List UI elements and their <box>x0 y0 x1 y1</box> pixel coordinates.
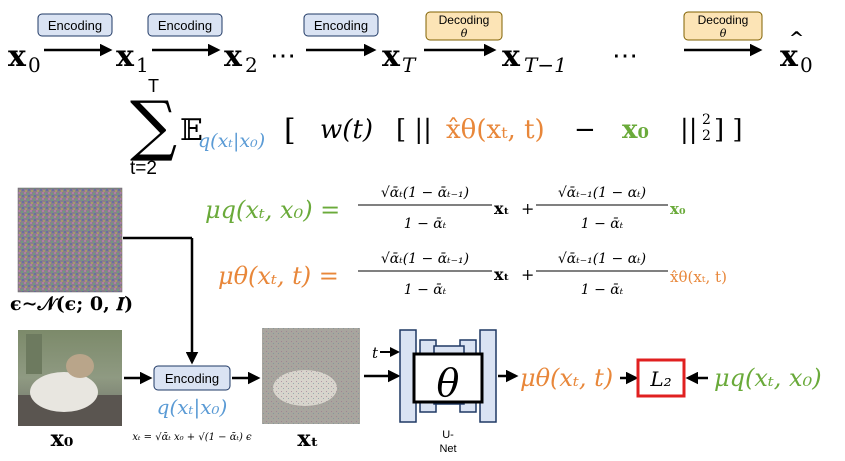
mu-q-term1-var: xₜ <box>494 199 510 218</box>
decoding-param-2: θ <box>720 27 727 40</box>
noise-sample <box>18 188 122 292</box>
expectation-subscript: q(xₜ|x₀) <box>198 130 265 152</box>
unet-block: θ U- Net <box>399 329 497 455</box>
x0-photo-cat-head <box>66 354 94 378</box>
expectation-symbol: 𝔼 <box>180 113 203 148</box>
target-term: x₀ <box>622 115 649 145</box>
loss-equation: T ∑ t=2 𝔼 q(xₜ|x₀) [ w(t) [ || x̂θ(xₜ, t… <box>130 76 743 179</box>
noise-border <box>17 187 123 293</box>
x0-photo: x₀ <box>18 330 122 452</box>
state-xhat0-base: x <box>780 39 799 74</box>
state-xhat0-sub: 0 <box>800 53 813 77</box>
unet-t-input-label: t <box>372 344 379 362</box>
l2-loss-label: L₂ <box>649 367 671 391</box>
reparam-formula: xₜ = √ᾱₜ x₀ + √(1 − ᾱₜ) ϵ <box>132 432 252 443</box>
noise-caption: ϵ∼𝒩(ϵ; 0, 𝑰) <box>10 293 133 315</box>
sum-upper-limit: T <box>148 76 159 96</box>
encoding-box-2 <box>147 13 223 37</box>
mu-q-lhs: μq(xₜ, x₀) = <box>205 196 340 224</box>
mu-theta-term2-num: √ᾱₜ₋₁(1 − αₜ) <box>558 251 646 267</box>
decoding-label-2: Decoding <box>698 13 749 27</box>
ellipsis-1: ⋯ <box>270 41 296 71</box>
state-x1-base: x <box>116 39 135 74</box>
state-x1: x 1 <box>116 39 149 77</box>
mu-q-term1-den: 1 − ᾱₜ <box>404 216 447 232</box>
decoding-box-2 <box>683 11 763 41</box>
x0-photo-tree <box>26 334 42 374</box>
mu-theta-term2-den: 1 − ᾱₜ <box>581 282 624 298</box>
mu-q-term2-den: 1 − ᾱₜ <box>581 216 624 232</box>
encoding-box-bottom <box>153 365 231 391</box>
mu-theta-term1-den: 1 − ᾱₜ <box>404 282 447 298</box>
encoding-label-2: Encoding <box>158 18 212 33</box>
forward-chain: x 0 Encoding x 1 Encoding x 2 ⋯ Encoding… <box>8 11 813 77</box>
inner-open-norm: [ || <box>396 115 432 145</box>
model-prediction-term: x̂θ(xₜ, t) <box>446 115 545 145</box>
unet-label-line1: U- <box>442 429 454 441</box>
unet-theta-box <box>412 352 484 404</box>
l2-loss-box <box>636 358 686 398</box>
minus-sign: − <box>574 115 596 145</box>
unet-theta-symbol: θ <box>437 361 460 405</box>
encoding-label-1: Encoding <box>48 18 102 33</box>
outer-open-bracket: [ <box>284 113 296 148</box>
state-x0-sub: 0 <box>28 53 41 77</box>
state-xT1: x T−1 <box>502 39 567 77</box>
decoding-label-1: Decoding <box>439 13 490 27</box>
mu-theta-term1-var: xₜ <box>494 265 510 284</box>
state-xT: x T <box>382 39 417 77</box>
weight-term: w(t) <box>320 115 373 145</box>
mu-theta-plus: + <box>521 265 534 284</box>
state-x0: x 0 <box>8 39 41 77</box>
output-mu-theta: μθ(xₜ, t) <box>520 364 613 392</box>
state-xhat0: x ^ 0 <box>780 28 813 77</box>
mu-theta-term2-var: x̂θ(xₜ, t) <box>670 268 727 286</box>
sum-sigma: ∑ <box>130 87 177 164</box>
encoding-box-1 <box>37 13 113 37</box>
state-x2-base: x <box>224 39 243 74</box>
norm-exponent: 2 <box>702 112 711 128</box>
mu-q-term1-num: √ᾱₜ(1 − ᾱₜ₋₁) <box>381 185 469 201</box>
output-mu-q: μq(xₜ, x₀) <box>714 364 822 392</box>
state-xT-base: x <box>382 39 401 74</box>
state-x1-sub: 1 <box>136 53 149 77</box>
state-x0-base: x <box>8 39 27 74</box>
decoding-box-1 <box>425 11 503 41</box>
noise-image: ϵ∼𝒩(ϵ; 0, 𝑰) <box>10 187 133 315</box>
mu-q-plus: + <box>521 199 534 218</box>
x0-caption: x₀ <box>51 426 74 452</box>
encoding-label-3: Encoding <box>314 18 368 33</box>
sum-lower-limit: t=2 <box>130 158 157 179</box>
state-xT-sub: T <box>402 53 417 77</box>
xt-caption: xₜ <box>297 426 318 452</box>
encoding-box-bottom-label: Encoding <box>165 371 219 386</box>
norm-close: || <box>680 115 698 145</box>
mu-q-equation: μq(xₜ, x₀) = √ᾱₜ(1 − ᾱₜ₋₁) 1 − ᾱₜ xₜ + √… <box>205 185 686 232</box>
norm-subscript: 2 <box>702 128 711 144</box>
state-xT1-base: x <box>502 39 521 74</box>
state-xhat0-hat: ^ <box>789 28 804 49</box>
state-x2: x 2 <box>224 39 258 77</box>
mu-theta-lhs: μθ(xₜ, t) = <box>218 262 339 290</box>
mu-q-term2-var: x₀ <box>670 200 686 218</box>
unet-label-line2: Net <box>439 443 456 455</box>
mu-q-term2-num: √ᾱₜ₋₁(1 − αₜ) <box>558 185 646 201</box>
ellipsis-2: ⋯ <box>612 41 638 71</box>
xt-photo-noise <box>262 328 360 424</box>
mu-theta-equation: μθ(xₜ, t) = √ᾱₜ(1 − ᾱₜ₋₁) 1 − ᾱₜ xₜ + √ᾱ… <box>218 251 727 298</box>
encoding-box-3 <box>303 13 379 37</box>
state-xT1-sub: T−1 <box>524 53 567 77</box>
xt-photo: xₜ <box>262 328 360 452</box>
q-distribution-label: q(xₜ|x₀) <box>157 395 228 420</box>
outer-close-brackets: ] ] <box>714 115 743 145</box>
x0-photo-cat <box>30 372 98 412</box>
state-x2-sub: 2 <box>245 53 258 77</box>
decoding-param-1: θ <box>461 27 468 40</box>
mu-theta-term1-num: √ᾱₜ(1 − ᾱₜ₋₁) <box>381 251 469 267</box>
